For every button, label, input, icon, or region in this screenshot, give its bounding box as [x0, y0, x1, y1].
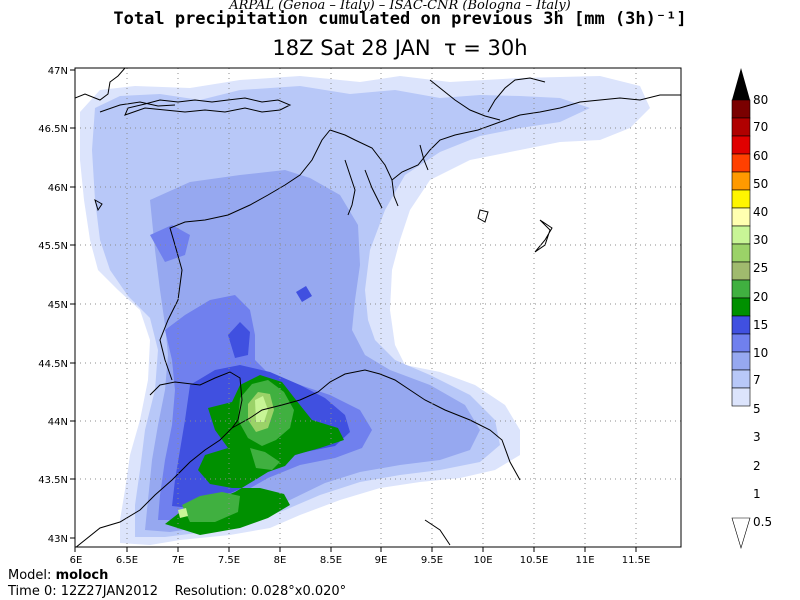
lon-label: 10.5E	[520, 555, 549, 565]
model-line: Model: moloch	[8, 568, 346, 584]
colorbar-top-arrow	[732, 68, 750, 100]
precipitation-field	[80, 76, 650, 545]
time-label: Time 0:	[8, 584, 57, 599]
lon-label: 10E	[473, 555, 492, 565]
valid-time: 18Z Sat 28 JAN	[272, 36, 431, 60]
colorbar-label: 1	[753, 487, 761, 501]
colorbar-label: 7	[753, 373, 761, 387]
lon-label: 6E	[70, 555, 83, 565]
resolution-label: Resolution:	[174, 584, 247, 599]
colorbar-bottom-arrow	[731, 517, 751, 550]
valid-time-title: 18Z Sat 28 JAN τ = 30h	[0, 36, 800, 60]
latitude-labels: 47N 46.5N 46N 45.5N 45N 44.5N 44N 43.5N …	[38, 66, 68, 545]
colorbar-swatch	[731, 369, 751, 389]
footer-info: Model: moloch Time 0: 12Z27JAN2012 Resol…	[8, 568, 346, 600]
colorbar-swatch	[731, 153, 751, 173]
colorbar-swatch	[731, 117, 751, 137]
colorbar-swatch	[731, 261, 751, 281]
lon-label: 9E	[375, 555, 388, 565]
colorbar-swatch	[731, 243, 751, 263]
colorbar-swatch	[731, 189, 751, 209]
colorbar-label: 10	[753, 346, 768, 360]
colorbar	[731, 68, 751, 550]
lon-label: 7E	[172, 555, 185, 565]
lat-label: 44.5N	[38, 359, 68, 370]
gridlines	[75, 68, 681, 547]
map-frame	[74, 67, 682, 548]
time-line: Time 0: 12Z27JAN2012 Resolution: 0.028°x…	[8, 584, 346, 600]
colorbar-label: 0.5	[753, 515, 772, 529]
axis-ticks	[70, 69, 637, 552]
lon-label: 9.5E	[421, 555, 443, 565]
colorbar-swatch	[731, 315, 751, 335]
model-label: Model:	[8, 568, 52, 583]
lon-label: 6.5E	[116, 555, 138, 565]
colorbar-swatch	[731, 171, 751, 191]
lon-label: 7.5E	[218, 555, 240, 565]
colorbar-labels: 80 70 60 50 40 30 25 20 15 10 7 5 3 2 1 …	[753, 93, 772, 529]
lat-label: 43N	[48, 534, 68, 545]
time-value: 12Z27JAN2012	[60, 584, 159, 599]
header-agency: ARPAL (Genoa – Italy) – ISAC-CNR (Bologn…	[229, 0, 571, 13]
colorbar-label: 80	[753, 93, 768, 107]
colorbar-label: 40	[753, 205, 768, 219]
lon-label: 11E	[575, 555, 594, 565]
colorbar-label: 50	[753, 177, 768, 191]
lon-label: 8.5E	[320, 555, 342, 565]
colorbar-label: 5	[753, 402, 761, 416]
colorbar-swatch	[731, 99, 751, 119]
colorbar-swatch	[731, 387, 751, 407]
colorbar-label: 30	[753, 233, 768, 247]
colorbar-label: 20	[753, 290, 768, 304]
resolution-value: 0.028°x0.020°	[251, 584, 347, 599]
forecast-range: τ = 30h	[443, 36, 528, 60]
colorbar-swatch	[731, 207, 751, 227]
colorbar-label: 70	[753, 120, 768, 134]
longitude-labels: 6E 6.5E 7E 7.5E 8E 8.5E 9E 9.5E 10E 10.5…	[70, 555, 651, 565]
lat-label: 45N	[48, 300, 68, 311]
lat-label: 47N	[48, 66, 68, 77]
colorbar-label: 2	[753, 459, 761, 473]
model-value: moloch	[55, 568, 109, 583]
colorbar-swatch	[731, 297, 751, 317]
colorbar-label: 15	[753, 318, 768, 332]
colorbar-swatch	[731, 351, 751, 371]
colorbar-swatch	[731, 135, 751, 155]
coastlines-borders	[75, 68, 681, 547]
lat-label: 46N	[48, 183, 68, 194]
colorbar-label: 60	[753, 149, 768, 163]
header-title: Total precipitation cumulated on previou…	[113, 9, 687, 29]
lat-label: 43.5N	[38, 475, 68, 486]
colorbar-label: 3	[753, 430, 761, 444]
lat-label: 45.5N	[38, 241, 68, 252]
colorbar-label: 25	[753, 261, 768, 275]
colorbar-swatch	[731, 333, 751, 353]
colorbar-swatch	[731, 279, 751, 299]
lat-label: 46.5N	[38, 124, 68, 135]
colorbar-swatch	[731, 225, 751, 245]
lat-label: 44N	[48, 417, 68, 428]
precipitation-map: 6E 6.5E 7E 7.5E 8E 8.5E 9E 9.5E 10E 10.5…	[38, 66, 772, 565]
lon-label: 11.5E	[622, 555, 651, 565]
lon-label: 8E	[274, 555, 287, 565]
